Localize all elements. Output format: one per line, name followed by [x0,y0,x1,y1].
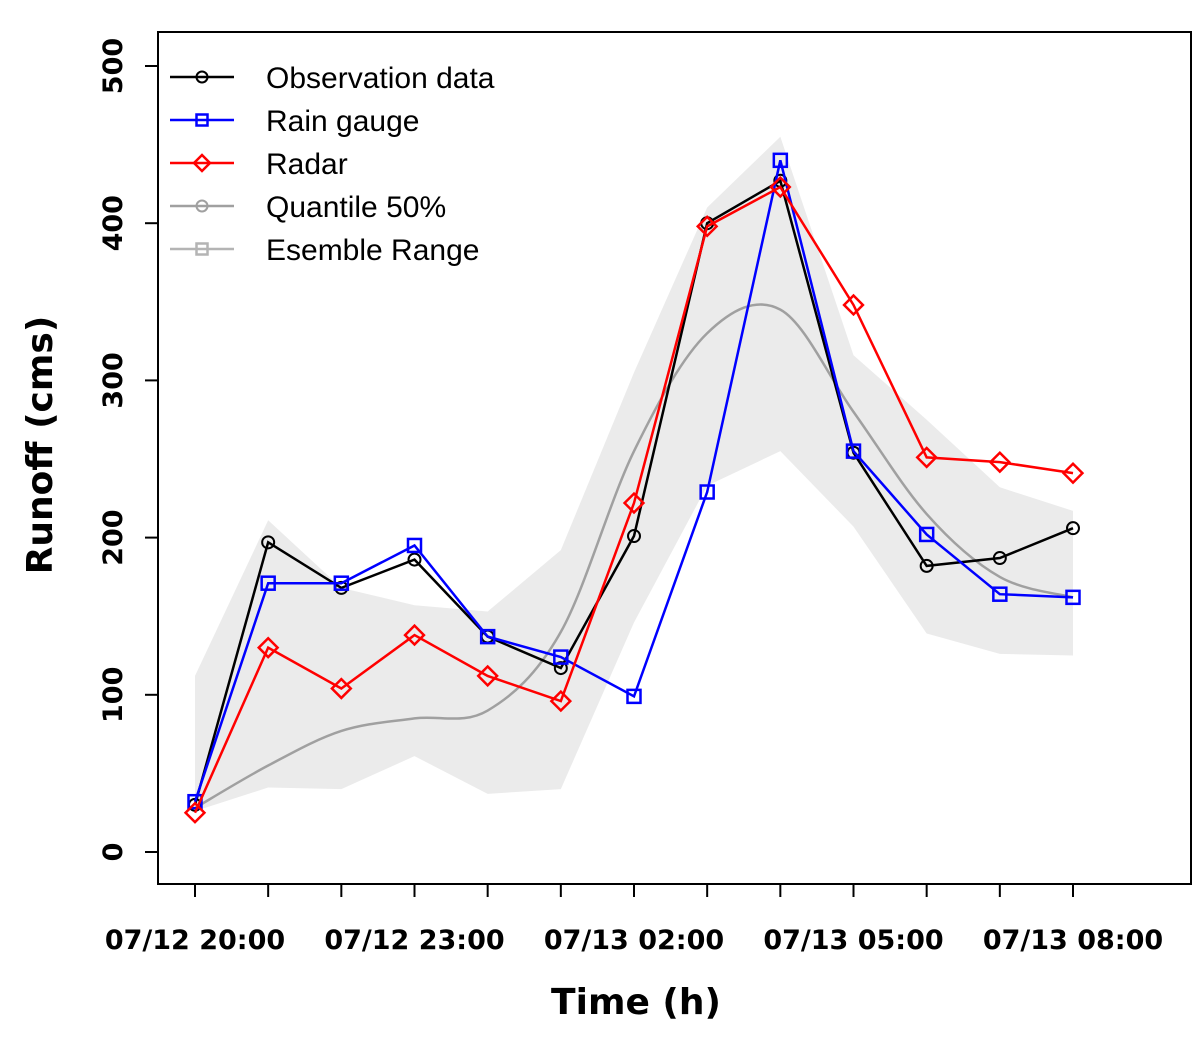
data-point-radar-11 [988,450,1012,474]
legend-marker-observation-data [195,70,209,84]
data-point-radar-12 [1061,461,1085,485]
data-point-rain-gauge-8 [772,152,789,169]
x-tick-label-4: 07/13 08:00 [983,925,1163,956]
data-point-radar-5 [549,689,573,713]
legend-label-radar: Radar [266,148,348,181]
x-tick-label-0: 07/12 20:00 [105,925,285,956]
legend-entry-observation-data: Observation data [170,62,495,95]
legend-marker-quantile-50 [195,199,209,213]
data-point-rain-gauge-12 [1065,589,1081,606]
data-point-observation-data-3 [407,552,422,567]
data-point-radar-0 [183,801,207,824]
data-point-rain-gauge-9 [845,443,862,459]
data-point-rain-gauge-3 [406,537,423,554]
legend-label-quantile-50: Quantile 50% [266,191,446,224]
series-line-quantile-50 [194,303,1074,810]
x-tick-label-2: 07/13 02:00 [544,925,724,956]
data-point-observation-data-11 [992,551,1007,566]
data-point-rain-gauge-11 [992,586,1008,602]
series-line-radar [193,185,1074,814]
y-tick-label-2: 200 [98,509,129,565]
legend-entry-quantile-50: Quantile 50% [170,191,446,224]
data-point-rain-gauge-7 [699,484,715,500]
legend-entry-radar: Radar [170,148,348,181]
series-line-rain-gauge [193,160,1074,803]
data-point-rain-gauge-1 [260,575,276,591]
legend-label-rain-gauge: Rain gauge [266,105,419,138]
legend-label-observation-data: Observation data [266,62,495,95]
data-point-radar-9 [842,293,865,317]
series-quantile-50 [194,303,1074,810]
axes: 07/12 20:00 07/12 23:00 07/13 02:00 07/13 0… [98,38,1163,956]
data-point-rain-gauge-10 [918,526,935,543]
y-axis-title: Runoff (cms) [20,316,61,575]
data-point-radar-3 [403,623,426,647]
data-point-rain-gauge-2 [333,575,350,591]
series-radar [183,175,1085,824]
data-point-radar-7 [695,215,719,238]
x-tick-label-3: 07/13 05:00 [763,925,943,956]
ensemble-range-band [195,136,1073,812]
data-point-radar-1 [256,636,280,659]
data-point-radar-10 [915,446,938,469]
legend-entry-esemble-range: Esemble Range [170,234,479,267]
y-tick-label-0: 0 [98,843,129,862]
y-tick-label-4: 400 [98,195,129,251]
data-point-radar-6 [622,491,646,515]
x-tick-label-1: 07/12 23:00 [324,925,504,956]
legend-marker-esemble-range [195,242,209,256]
data-point-radar-4 [476,664,499,688]
data-point-rain-gauge-5 [553,649,569,665]
legend-marker-radar [192,153,212,173]
data-point-observation-data-1 [261,535,276,550]
data-point-rain-gauge-0 [187,793,203,810]
ensemble-range-area [195,136,1073,812]
y-tick-label-3: 300 [98,352,129,408]
data-point-rain-gauge-4 [479,628,496,645]
legend-marker-rain-gauge [195,113,209,127]
y-tick-label-5: 500 [98,38,129,94]
data-point-observation-data-10 [919,558,934,573]
data-point-observation-data-6 [627,529,641,544]
legend-label-esemble-range: Esemble Range [266,234,479,267]
legend: Observation data Rain gauge Radar Quantile … [170,62,495,267]
series-line-observation-data [193,178,1074,806]
data-point-radar-8 [769,175,792,199]
data-point-observation-data-5 [553,661,568,676]
series-rain-gauge [187,152,1081,810]
data-point-observation-data-12 [1066,521,1080,536]
y-tick-label-1: 100 [98,667,129,723]
legend-entry-rain-gauge: Rain gauge [170,105,419,138]
data-point-rain-gauge-6 [626,688,642,705]
data-point-radar-2 [330,677,353,700]
x-axis-title: Time (h) [551,982,721,1023]
series-lines [183,152,1085,824]
